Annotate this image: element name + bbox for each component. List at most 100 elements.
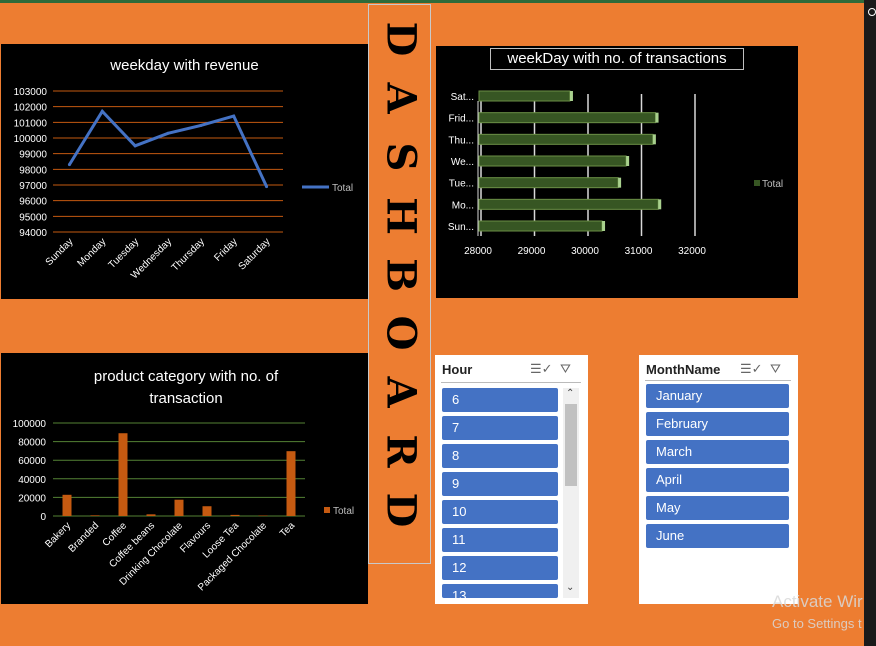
bar-end-cap: [569, 91, 573, 101]
category-chart-title: product category with no. of transaction: [93, 368, 279, 407]
slicer-item[interactable]: April: [646, 468, 789, 492]
y-tick-label: 99000: [19, 150, 47, 161]
slicer-item[interactable]: January: [646, 384, 789, 408]
hour-slicer[interactable]: Hour ☰✓ ⛛ 6 7 8 9 10 11 12 13 ⌃ ⌄: [435, 355, 588, 604]
edge-handle-icon[interactable]: [868, 8, 876, 16]
hour-slicer-divider: [441, 382, 581, 383]
bar: [478, 155, 627, 167]
slicer-item[interactable]: May: [646, 496, 789, 520]
bar: [478, 198, 659, 210]
bar: [230, 514, 240, 516]
slicer-item[interactable]: 9: [442, 472, 558, 496]
bar-end-cap: [602, 221, 606, 231]
bar: [62, 494, 72, 516]
bar: [146, 514, 156, 516]
slicer-item[interactable]: 8: [442, 444, 558, 468]
bar: [118, 433, 128, 516]
bar-end-cap: [658, 199, 662, 210]
slicer-item[interactable]: 11: [442, 528, 558, 552]
y-tick-label: 98000: [19, 165, 47, 176]
x-tick-label: Branded: [67, 520, 102, 555]
month-slicer[interactable]: MonthName ☰✓ ⛛ January February March April…: [639, 355, 798, 604]
multi-select-icon[interactable]: ☰✓: [740, 361, 763, 376]
x-tick-label: 32000: [678, 246, 706, 257]
data-point: [166, 131, 170, 135]
revenue-line-chart: 94000 95000 96000 97000 98000 99000 100000 1010…: [14, 87, 354, 281]
bar-end-cap: [626, 156, 630, 166]
banner-letter: A: [377, 82, 425, 114]
hour-slicer-scrollbar[interactable]: ⌃ ⌄: [563, 388, 579, 598]
x-tick-label: Sunday: [44, 236, 76, 268]
revenue-chart-title: weekday with revenue: [110, 57, 259, 74]
transactions-bar-chart: 28000 29000 30000 31000 32000 Sun... Mo... Tue.…: [448, 90, 783, 257]
slicer-item[interactable]: 10: [442, 500, 558, 524]
scroll-thumb[interactable]: [565, 404, 577, 486]
slicer-item[interactable]: 6: [442, 388, 558, 412]
category-bar-chart: 020000400006000080000100000BakeryBranded…: [13, 419, 355, 593]
slicer-item[interactable]: February: [646, 412, 789, 436]
y-tick-label: 103000: [14, 87, 48, 98]
slicer-item[interactable]: 7: [442, 416, 558, 440]
transactions-chart-panel[interactable]: weekDay with no. of transactions 28000 29…: [436, 46, 798, 298]
data-point: [265, 185, 269, 189]
bar: [202, 506, 212, 516]
slicer-item[interactable]: March: [646, 440, 789, 464]
bar-end-cap: [655, 112, 659, 123]
banner-letter: H: [377, 196, 425, 235]
slicer-item[interactable]: 12: [442, 556, 558, 580]
y-tick-label: 40000: [18, 475, 46, 486]
legend-label: Total: [762, 179, 783, 190]
y-tick-label: 101000: [14, 118, 48, 129]
slicer-item[interactable]: 13: [442, 584, 558, 603]
data-point: [100, 109, 104, 113]
legend-label: Total: [332, 183, 353, 194]
bar-end-cap: [618, 177, 622, 188]
bar: [90, 515, 100, 516]
scroll-down-icon[interactable]: ⌄: [566, 582, 575, 593]
top-border: [0, 0, 876, 3]
y-tick-label: We...: [451, 157, 474, 168]
banner-letter: O: [377, 316, 425, 351]
y-tick-label: 96000: [19, 197, 47, 208]
bar: [478, 90, 571, 102]
month-slicer-title: MonthName: [646, 362, 721, 377]
slicer-item[interactable]: June: [646, 524, 789, 548]
data-point: [199, 123, 203, 127]
y-tick-label: 100000: [14, 134, 48, 145]
bar: [286, 451, 296, 516]
legend-swatch: [754, 180, 760, 186]
transactions-chart-title: weekDay with no. of transactions: [490, 48, 744, 70]
y-tick-label: Sun...: [448, 222, 474, 233]
y-tick-label: 100000: [13, 419, 47, 430]
bar: [478, 112, 657, 124]
banner-letter: S: [377, 142, 425, 172]
x-tick-label: 31000: [625, 246, 653, 257]
y-tick-label: 97000: [19, 181, 47, 192]
x-tick-label: Saturday: [237, 236, 273, 272]
activate-windows-subtext: Go to Settings t: [772, 616, 862, 631]
scroll-up-icon[interactable]: ⌃: [566, 388, 575, 399]
category-chart-panel[interactable]: product category with no. of transaction…: [1, 353, 368, 604]
x-tick-label: 30000: [571, 246, 599, 257]
data-point: [67, 163, 71, 167]
x-tick-label: Thursday: [170, 236, 207, 273]
banner-letter: D: [377, 492, 425, 528]
legend-swatch: [324, 507, 330, 513]
clear-filter-icon[interactable]: ⛛: [560, 361, 571, 376]
y-tick-label: 60000: [18, 456, 46, 467]
data-point: [232, 114, 236, 118]
legend-label: Total: [333, 506, 354, 517]
hour-slicer-title: Hour: [442, 362, 473, 377]
clear-filter-icon[interactable]: ⛛: [770, 361, 781, 376]
bar-end-cap: [652, 134, 656, 145]
window-right-edge: [864, 0, 876, 646]
bar: [478, 133, 654, 145]
x-tick-label: 29000: [518, 246, 546, 257]
month-slicer-divider: [645, 380, 791, 381]
multi-select-icon[interactable]: ☰✓: [530, 361, 553, 376]
banner-letter: D: [377, 21, 425, 57]
bar: [174, 499, 184, 516]
y-tick-label: Mo...: [452, 200, 474, 211]
revenue-chart-panel[interactable]: weekday with revenue 94000 95000 96000 9700…: [1, 44, 368, 299]
